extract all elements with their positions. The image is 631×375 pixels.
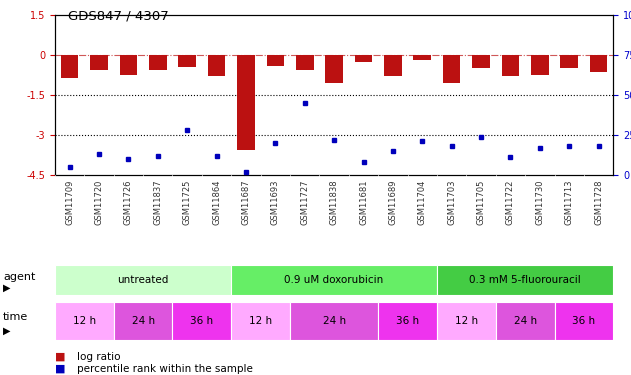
- Text: 24 h: 24 h: [322, 316, 346, 326]
- Text: 36 h: 36 h: [572, 316, 596, 326]
- Text: ▶: ▶: [3, 282, 11, 292]
- Text: GSM11726: GSM11726: [124, 180, 133, 225]
- Bar: [237, 55, 255, 150]
- Bar: [114, 302, 172, 340]
- Bar: [90, 55, 108, 70]
- Bar: [443, 55, 461, 83]
- Text: ▶: ▶: [3, 326, 11, 336]
- Bar: [179, 55, 196, 67]
- Text: GSM11864: GSM11864: [212, 180, 221, 225]
- Bar: [296, 55, 314, 70]
- Text: 24 h: 24 h: [131, 316, 155, 326]
- Bar: [496, 302, 555, 340]
- Bar: [231, 302, 290, 340]
- Text: GSM11837: GSM11837: [153, 180, 162, 225]
- Bar: [61, 55, 78, 78]
- Bar: [231, 265, 437, 295]
- Bar: [119, 55, 137, 75]
- Text: GSM11722: GSM11722: [506, 180, 515, 225]
- Text: GSM11687: GSM11687: [242, 180, 251, 225]
- Bar: [531, 55, 549, 75]
- Text: 0.9 uM doxorubicin: 0.9 uM doxorubicin: [285, 275, 384, 285]
- Text: 12 h: 12 h: [249, 316, 272, 326]
- Text: 24 h: 24 h: [514, 316, 537, 326]
- Text: 36 h: 36 h: [396, 316, 419, 326]
- Bar: [437, 302, 496, 340]
- Text: GSM11713: GSM11713: [565, 180, 574, 225]
- Text: GSM11689: GSM11689: [389, 180, 398, 225]
- Bar: [172, 302, 231, 340]
- Text: GSM11705: GSM11705: [476, 180, 486, 225]
- Text: GSM11725: GSM11725: [182, 180, 192, 225]
- Bar: [555, 302, 613, 340]
- Bar: [149, 55, 167, 70]
- Text: GSM11728: GSM11728: [594, 180, 603, 225]
- Text: GSM11693: GSM11693: [271, 180, 280, 225]
- Bar: [326, 55, 343, 83]
- Text: 0.3 mM 5-fluorouracil: 0.3 mM 5-fluorouracil: [469, 275, 581, 285]
- Text: GSM11727: GSM11727: [300, 180, 309, 225]
- Bar: [208, 55, 225, 76]
- Text: GSM11709: GSM11709: [65, 180, 74, 225]
- Text: GSM11720: GSM11720: [95, 180, 103, 225]
- Text: 36 h: 36 h: [191, 316, 213, 326]
- Text: log ratio: log ratio: [77, 352, 121, 362]
- Bar: [437, 265, 613, 295]
- Bar: [290, 302, 378, 340]
- Bar: [590, 55, 608, 72]
- Text: GSM11681: GSM11681: [359, 180, 368, 225]
- Text: 12 h: 12 h: [73, 316, 96, 326]
- Bar: [502, 55, 519, 76]
- Text: untreated: untreated: [117, 275, 168, 285]
- Bar: [266, 55, 284, 66]
- Text: ■: ■: [55, 352, 66, 362]
- Text: GSM11704: GSM11704: [418, 180, 427, 225]
- Bar: [378, 302, 437, 340]
- Text: GSM11730: GSM11730: [535, 180, 545, 225]
- Text: percentile rank within the sample: percentile rank within the sample: [77, 364, 253, 374]
- Text: time: time: [3, 312, 28, 322]
- Text: ■: ■: [55, 364, 66, 374]
- Bar: [413, 55, 431, 60]
- Text: GSM11703: GSM11703: [447, 180, 456, 225]
- Bar: [55, 302, 114, 340]
- Text: GDS847 / 4307: GDS847 / 4307: [68, 9, 168, 22]
- Bar: [384, 55, 402, 76]
- Text: 12 h: 12 h: [455, 316, 478, 326]
- Text: agent: agent: [3, 272, 35, 282]
- Text: GSM11838: GSM11838: [329, 180, 339, 225]
- Bar: [560, 55, 578, 68]
- Bar: [55, 265, 231, 295]
- Bar: [472, 55, 490, 68]
- Bar: [355, 55, 372, 62]
